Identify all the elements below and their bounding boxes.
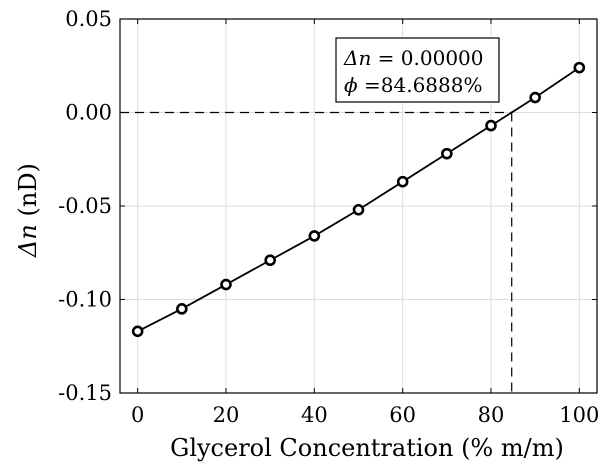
data-point	[396, 175, 409, 188]
y-tick-label: 0.00	[65, 101, 112, 125]
data-point	[529, 91, 541, 104]
x-tick-label: 80	[478, 403, 505, 427]
data-markers	[131, 61, 586, 338]
y-tick-label: -0.05	[58, 194, 112, 218]
data-point	[176, 303, 188, 315]
y-tick-label: 0.05	[65, 7, 112, 31]
axis-ticks: 0 20 40 60 80 100 0.05 0.00 -0.05 -0.10 -0.15	[58, 7, 599, 427]
annotation-line-1: Δn = 0.00000	[343, 46, 484, 70]
x-tick-label: 0	[131, 403, 144, 427]
data-point	[441, 147, 453, 160]
data-point	[264, 254, 276, 267]
data-point	[573, 61, 586, 74]
y-tick-label: -0.15	[58, 381, 112, 405]
annotation-line-2: ϕ =84.6888%	[344, 73, 482, 97]
data-point	[485, 119, 497, 132]
x-axis-label: Glycerol Concentration (% m/m)	[170, 434, 564, 462]
x-tick-label: 40	[301, 403, 328, 427]
reference-lines	[120, 111, 513, 393]
y-axis-label: Δn (nD)	[14, 163, 42, 258]
x-tick-label: 100	[559, 403, 599, 427]
x-tick-label: 20	[213, 403, 240, 427]
series-line	[137, 66, 580, 333]
data-point	[308, 230, 321, 242]
data-point	[352, 203, 365, 216]
data-point	[131, 325, 144, 338]
annotation-box: Δn = 0.00000 ϕ =84.6888%	[335, 37, 500, 103]
x-tick-label: 60	[389, 403, 416, 427]
data-point	[220, 278, 232, 291]
y-tick-label: -0.10	[58, 288, 112, 312]
